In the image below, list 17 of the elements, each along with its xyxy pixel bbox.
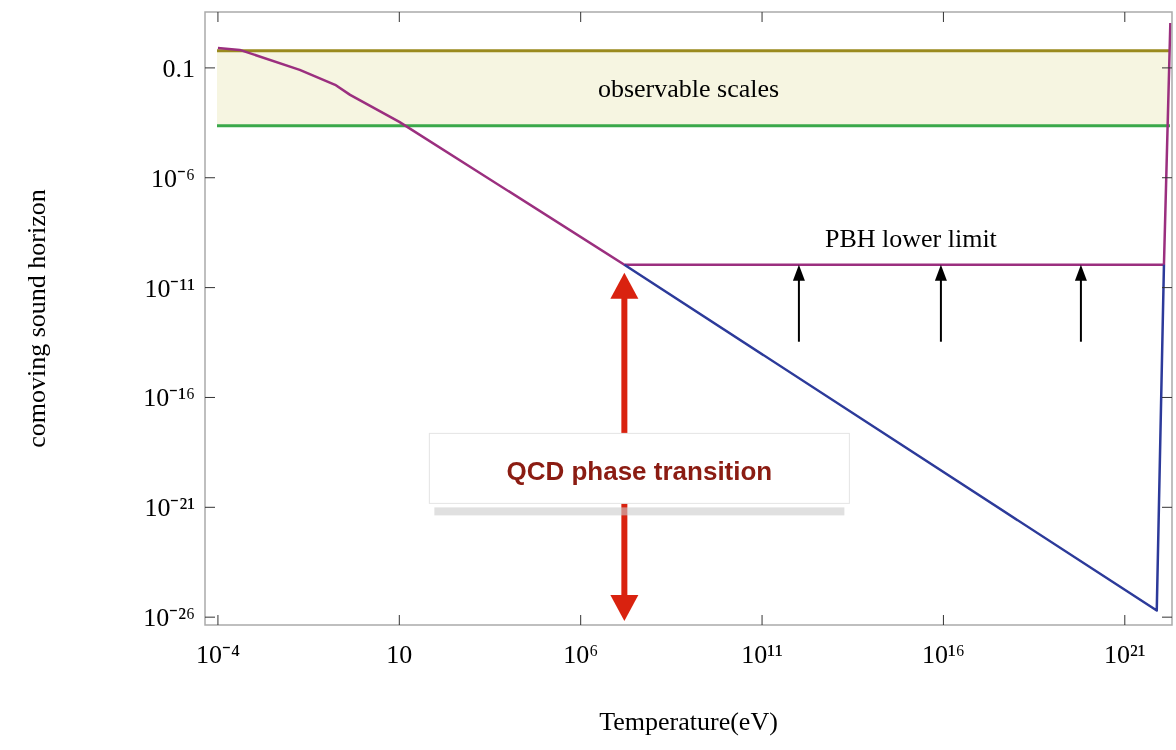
annotation: QCD phase transition xyxy=(506,456,773,487)
x-tick-label: 10¹¹ xyxy=(741,640,783,669)
y-axis-title: comoving sound horizon xyxy=(22,189,51,448)
x-tick-label: 10⁻⁴ xyxy=(195,640,240,669)
y-tick-label: 10⁻⁶ xyxy=(150,163,195,193)
x-tick-label: 10⁶ xyxy=(563,640,599,669)
y-tick-label: 10⁻¹¹ xyxy=(144,273,195,303)
y-tick-label: 10⁻²⁶ xyxy=(143,603,195,633)
x-tick-label: 10 xyxy=(386,640,413,669)
band-label: observable scales xyxy=(597,74,780,104)
y-tick-label: 10⁻²¹ xyxy=(144,493,195,523)
annotation: PBH lower limit xyxy=(824,223,998,253)
y-tick-label: 10⁻¹⁶ xyxy=(143,383,195,413)
y-tick-label: 0.1 xyxy=(162,53,195,83)
x-tick-label: 10¹⁶ xyxy=(922,640,965,669)
x-axis-title: Temperature(eV) xyxy=(599,707,778,736)
x-tick-label: 10²¹ xyxy=(1104,640,1146,669)
